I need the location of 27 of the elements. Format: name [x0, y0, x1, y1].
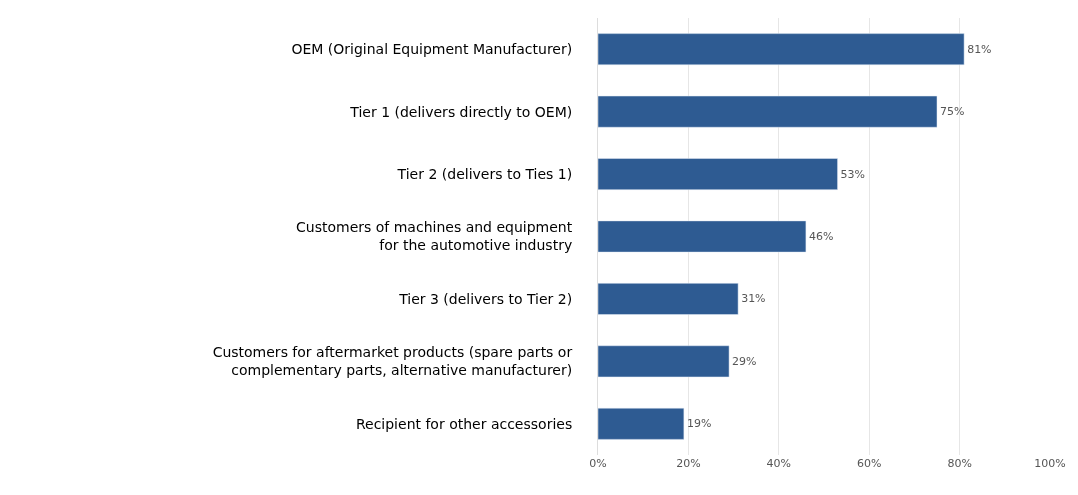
x-tick-label: 0%	[589, 457, 607, 470]
y-tick-label: Tier 3 (delivers to Tier 2)	[398, 290, 573, 307]
data-label: 19%	[686, 417, 712, 431]
bar	[598, 345, 730, 378]
y-tick-label: Customers for aftermarket products (spare parts or complementary parts, alternative manufacturer)	[212, 344, 573, 379]
y-tick-label: OEM (Original Equipment Manufacturer)	[291, 41, 573, 58]
data-label: 46%	[808, 230, 834, 243]
bar	[598, 95, 938, 128]
x-tick-label: 100%	[1034, 457, 1066, 470]
bar	[598, 407, 685, 440]
y-tick-label: Tier 2 (delivers to Ties 1)	[396, 165, 573, 182]
bar	[598, 283, 739, 315]
y-tick-label: Recipient for other accessories	[355, 415, 573, 432]
bar	[598, 158, 838, 190]
data-label: 53%	[840, 167, 866, 181]
x-tick-label: 60%	[856, 457, 882, 470]
y-tick-label: Tier 1 (delivers directly to OEM)	[349, 103, 573, 120]
x-tick-label: 80%	[947, 457, 972, 470]
x-tick-label: 20%	[676, 457, 701, 470]
bar	[598, 33, 965, 66]
data-label: 75%	[940, 105, 965, 119]
data-label: 29%	[732, 354, 757, 368]
x-tick-label: 40%	[766, 457, 792, 470]
data-label: 31%	[741, 292, 766, 306]
y-tick-label: Customers of machines and equipment for the automotive industry	[296, 219, 573, 254]
bar	[598, 220, 807, 253]
data-label: 81%	[967, 42, 992, 56]
